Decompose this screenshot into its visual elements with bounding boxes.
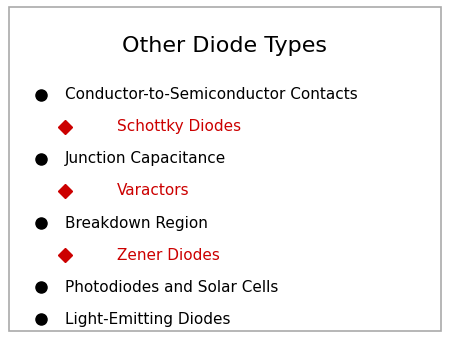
Text: Schottky Diodes: Schottky Diodes xyxy=(117,119,241,134)
Text: Light-Emitting Diodes: Light-Emitting Diodes xyxy=(65,312,231,327)
Text: Breakdown Region: Breakdown Region xyxy=(65,216,208,231)
Text: Zener Diodes: Zener Diodes xyxy=(117,248,220,263)
Text: Photodiodes and Solar Cells: Photodiodes and Solar Cells xyxy=(65,280,279,295)
Text: Junction Capacitance: Junction Capacitance xyxy=(65,151,226,166)
Text: Other Diode Types: Other Diode Types xyxy=(122,35,328,56)
Text: Varactors: Varactors xyxy=(117,184,189,198)
FancyBboxPatch shape xyxy=(9,7,441,331)
Text: Conductor-to-Semiconductor Contacts: Conductor-to-Semiconductor Contacts xyxy=(65,87,358,102)
